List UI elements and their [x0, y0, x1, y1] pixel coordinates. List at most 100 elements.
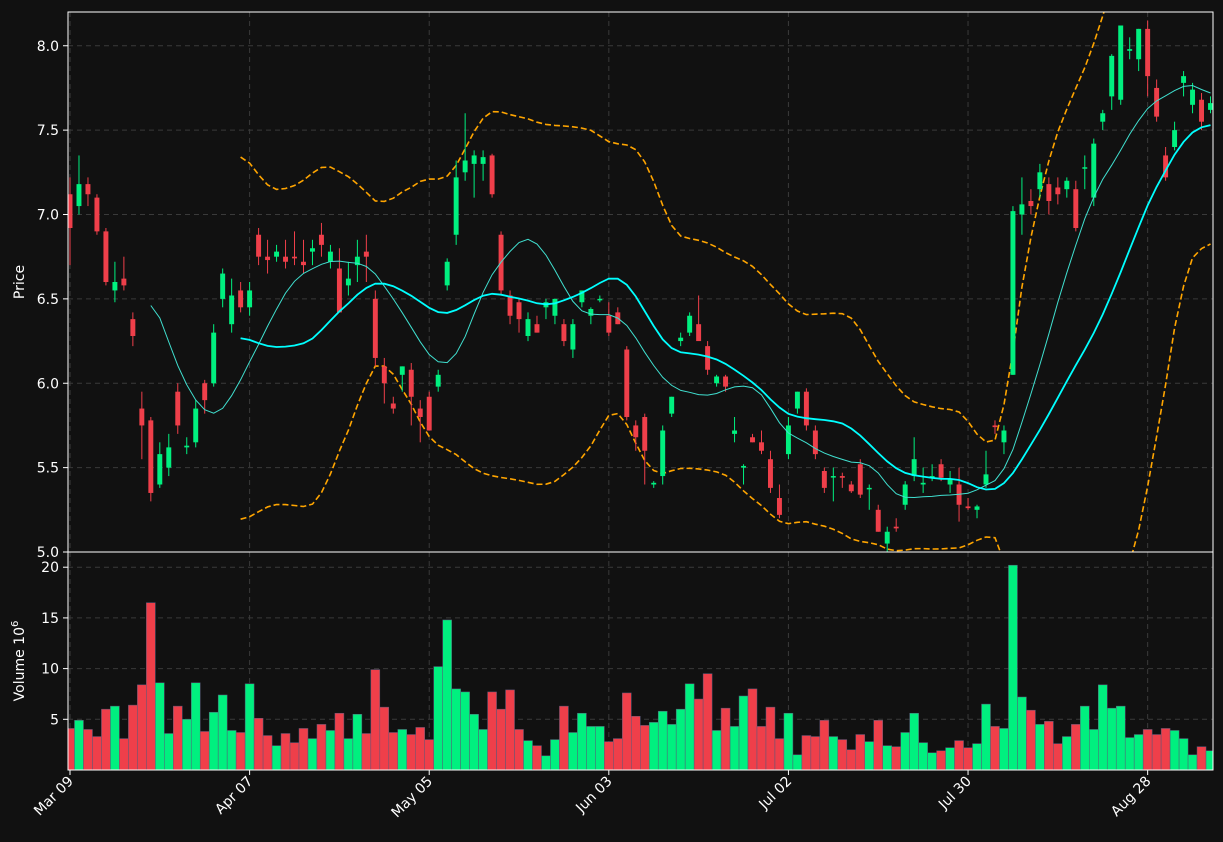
- volume-bar: [343, 738, 354, 770]
- candle-body: [435, 374, 441, 387]
- candle-body: [920, 482, 926, 485]
- volume-bar: [774, 738, 785, 770]
- candle-body: [830, 476, 836, 478]
- volume-bar: [460, 691, 470, 770]
- volume-bar: [235, 732, 246, 770]
- volume-bar: [1008, 564, 1018, 770]
- candle-body: [983, 474, 989, 485]
- candle-body: [803, 391, 809, 426]
- volume-bar: [208, 711, 219, 770]
- volume-bar: [451, 688, 461, 770]
- candle-body: [678, 337, 684, 342]
- volume-bar: [289, 742, 300, 770]
- candle-body: [785, 425, 791, 455]
- candle-body: [1163, 155, 1169, 178]
- candle-body: [1010, 211, 1016, 375]
- candle-body: [139, 408, 145, 426]
- candle-body: [911, 459, 917, 477]
- volume-y-tick-label: 20: [41, 560, 59, 576]
- volume-axis-exponent: 6: [10, 621, 21, 627]
- candle-body: [938, 464, 944, 478]
- candle-body: [94, 197, 100, 232]
- candle-body: [193, 408, 199, 443]
- candle-body: [471, 155, 477, 164]
- volume-bar: [514, 729, 524, 770]
- volume-bar: [1035, 724, 1045, 770]
- candle-body: [696, 324, 702, 342]
- candle-body: [525, 319, 531, 336]
- candle-body: [741, 465, 746, 468]
- volume-bar: [1089, 729, 1099, 770]
- volume-bar: [954, 740, 964, 770]
- candle-body: [947, 479, 953, 485]
- volume-bar: [298, 728, 309, 770]
- candle-body: [336, 268, 342, 313]
- volume-bar: [406, 734, 416, 770]
- candle-body: [579, 290, 585, 303]
- candle-body: [1127, 49, 1133, 51]
- volume-bar: [182, 719, 192, 770]
- candle-body: [768, 459, 773, 488]
- volume-bar: [253, 718, 264, 770]
- candle-body: [157, 454, 163, 485]
- volume-bar: [747, 688, 758, 770]
- candle-body: [1082, 167, 1088, 169]
- candle-body: [1190, 89, 1196, 105]
- candle-body: [85, 184, 91, 195]
- price-y-tick-label: 7.0: [37, 208, 59, 224]
- volume-bar: [469, 713, 479, 770]
- volume-y-tick-label: 5: [50, 712, 59, 728]
- volume-bar: [397, 729, 408, 770]
- candle-body: [812, 430, 818, 455]
- volume-bar: [810, 736, 821, 770]
- volume-bar: [1124, 737, 1135, 770]
- volume-bar: [541, 755, 551, 770]
- candle-body: [417, 408, 423, 417]
- candle-body: [965, 506, 971, 509]
- volume-bar: [352, 713, 363, 770]
- candle-body: [220, 273, 226, 299]
- candle-body: [345, 278, 351, 286]
- volume-bar: [693, 698, 704, 770]
- candle-body: [265, 256, 271, 261]
- volume-bar: [190, 682, 201, 770]
- volume-bar: [361, 733, 372, 770]
- volume-bar: [334, 712, 345, 770]
- candle-body: [130, 319, 136, 336]
- volume-bar: [936, 750, 946, 770]
- volume-bar: [1151, 734, 1162, 770]
- candle-body: [597, 298, 603, 301]
- candle-body: [1208, 103, 1213, 110]
- volume-bar: [1026, 709, 1036, 770]
- volume-bar: [855, 734, 866, 770]
- candle-body: [893, 526, 899, 529]
- volume-bar: [217, 694, 228, 770]
- candle-body: [68, 194, 73, 228]
- volume-bar: [729, 726, 740, 770]
- volume-bar: [675, 708, 686, 770]
- candle-body: [175, 391, 181, 426]
- candle-body: [776, 498, 782, 515]
- volume-bar: [146, 602, 156, 770]
- volume-bar: [990, 726, 1000, 770]
- volume-bar: [972, 743, 982, 770]
- volume-bar: [307, 738, 318, 770]
- candle-body: [1055, 187, 1061, 195]
- volume-bar: [199, 731, 210, 770]
- volume-bar: [244, 683, 255, 770]
- candle-body: [301, 261, 306, 266]
- candle-body: [552, 298, 558, 316]
- candle-body: [247, 290, 253, 308]
- volume-bar: [613, 738, 623, 770]
- volume-bar: [74, 720, 84, 770]
- candle-body: [327, 251, 333, 262]
- price-axis-title: Price: [12, 265, 28, 299]
- volume-bar: [1178, 738, 1189, 770]
- volume-bar: [1115, 705, 1126, 770]
- candle-body: [103, 231, 109, 282]
- candle-body: [283, 256, 288, 262]
- candle-body: [112, 282, 118, 291]
- volume-bar: [568, 732, 578, 770]
- candle-body: [202, 383, 208, 401]
